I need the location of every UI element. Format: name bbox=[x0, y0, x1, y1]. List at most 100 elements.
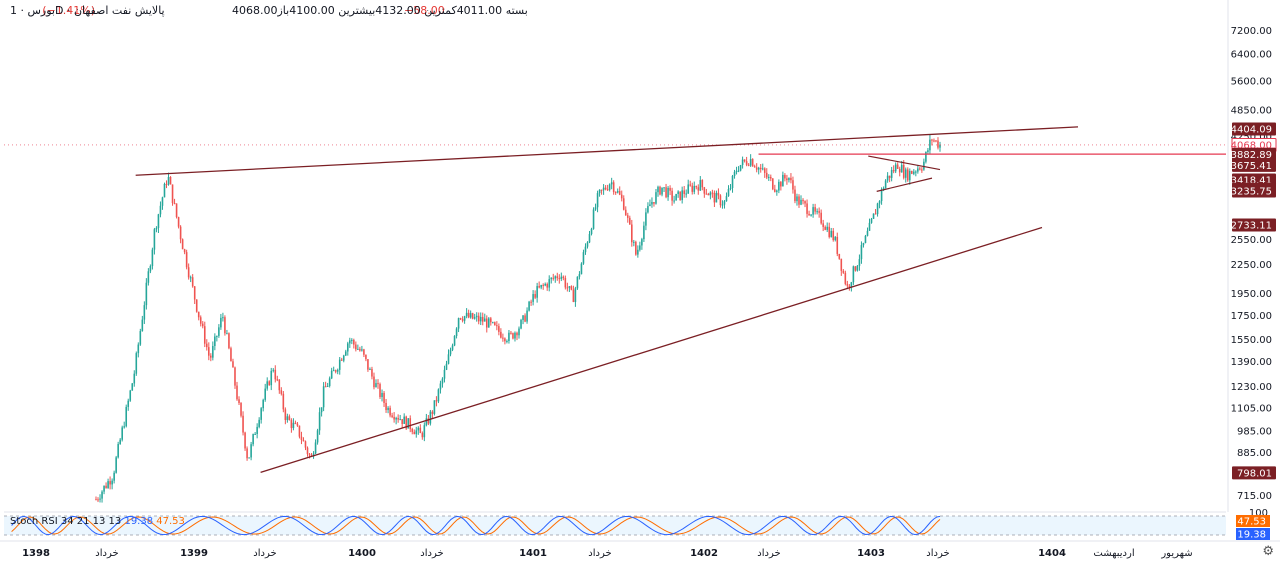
candle-body bbox=[856, 265, 859, 271]
stoch-k-line bbox=[11, 515, 941, 536]
candle-body bbox=[409, 418, 412, 430]
candle-body bbox=[860, 245, 863, 260]
candle-body bbox=[552, 277, 555, 279]
candle-body bbox=[264, 388, 267, 400]
candle-body bbox=[228, 333, 230, 349]
candle-body bbox=[594, 207, 597, 210]
candle-body bbox=[463, 316, 466, 321]
price-level-value: 2733.11 bbox=[1231, 221, 1272, 232]
candle-body bbox=[401, 419, 403, 424]
candle-body bbox=[572, 289, 575, 303]
candle-body bbox=[399, 419, 401, 421]
candle-body bbox=[715, 192, 718, 203]
candle-body bbox=[931, 139, 933, 141]
candle-body bbox=[359, 348, 361, 351]
candle-body bbox=[910, 170, 913, 174]
candle-body bbox=[218, 327, 220, 336]
candle-body bbox=[336, 369, 339, 372]
high-value: 4132.00 bbox=[375, 4, 421, 17]
candle-body bbox=[429, 411, 432, 424]
candle-body bbox=[496, 325, 498, 327]
candle-body bbox=[798, 196, 800, 205]
candle-body bbox=[411, 429, 414, 432]
candle-body bbox=[637, 249, 639, 255]
y-tick-label: 1230.00 bbox=[1231, 382, 1272, 393]
candle-body bbox=[449, 349, 452, 355]
candle-body bbox=[840, 258, 843, 271]
candle-body bbox=[167, 176, 170, 185]
candle-body bbox=[526, 310, 528, 322]
candle-body bbox=[208, 347, 210, 356]
candle-body bbox=[919, 168, 921, 170]
candle-body bbox=[806, 203, 808, 214]
header-symbol[interactable]: بورس · 1D · پالایش نفت اصفهان bbox=[10, 4, 165, 17]
candle-body bbox=[562, 276, 565, 279]
candle-body bbox=[459, 318, 462, 320]
candle-body bbox=[568, 286, 571, 288]
candle-body bbox=[405, 416, 408, 429]
candle-body bbox=[377, 383, 379, 385]
interval[interactable]: 1D bbox=[10, 4, 64, 17]
candle-body bbox=[469, 313, 472, 318]
candle-body bbox=[753, 166, 756, 168]
header-change-pct: (−1.41%) bbox=[42, 4, 95, 17]
candle-body bbox=[492, 322, 494, 324]
candle-body bbox=[403, 416, 405, 424]
candle-body bbox=[588, 234, 591, 243]
candle-body bbox=[697, 187, 700, 191]
candle-body bbox=[147, 271, 150, 283]
candle-body bbox=[876, 203, 879, 215]
candle-body bbox=[612, 182, 615, 193]
candle-body bbox=[389, 407, 391, 416]
candle-body bbox=[600, 189, 603, 191]
candle-body bbox=[848, 285, 851, 288]
candle-body bbox=[373, 376, 375, 388]
settings-gear-icon[interactable]: ⚙ bbox=[1262, 544, 1274, 559]
candle-body bbox=[723, 201, 726, 205]
candle-body bbox=[888, 175, 891, 178]
candle-body bbox=[494, 322, 496, 326]
candle-body bbox=[929, 139, 931, 151]
candle-body bbox=[151, 249, 154, 267]
candle-body bbox=[139, 331, 142, 345]
candle-body bbox=[780, 181, 782, 187]
candle-body bbox=[709, 192, 712, 196]
candle-body bbox=[749, 158, 752, 166]
stoch-d-tag-value: 47.53 bbox=[1237, 517, 1266, 528]
candle-body bbox=[812, 207, 814, 215]
candle-body bbox=[699, 180, 702, 191]
candle-body bbox=[747, 164, 750, 166]
candle-body bbox=[234, 367, 236, 386]
candle-body bbox=[693, 185, 696, 192]
candle-body bbox=[510, 332, 512, 334]
candle-body bbox=[675, 193, 677, 201]
candle-body bbox=[596, 193, 599, 208]
candle-body bbox=[387, 407, 389, 411]
candle-body bbox=[425, 418, 428, 426]
candle-body bbox=[298, 425, 301, 437]
candle-body bbox=[391, 415, 393, 417]
candle-body bbox=[838, 253, 841, 259]
candle-body bbox=[236, 385, 238, 400]
candle-body bbox=[244, 432, 246, 449]
candle-body bbox=[701, 180, 704, 188]
candle-body bbox=[355, 344, 357, 350]
candle-body bbox=[578, 274, 581, 277]
candle-body bbox=[175, 203, 178, 218]
candle-body bbox=[338, 359, 341, 370]
candle-body bbox=[443, 369, 446, 379]
x-tick-label: 1398 bbox=[22, 548, 50, 559]
candle-body bbox=[113, 472, 115, 481]
candle-body bbox=[796, 196, 798, 202]
candle-body bbox=[659, 186, 661, 195]
candle-body bbox=[788, 177, 790, 181]
candle-body bbox=[534, 294, 536, 298]
candle-body bbox=[161, 197, 164, 206]
candle-body bbox=[439, 383, 442, 390]
candle-body bbox=[695, 185, 698, 188]
candle-body bbox=[435, 400, 438, 402]
high-label: بیشترین bbox=[338, 4, 376, 17]
candle-body bbox=[292, 422, 295, 429]
y-tick-label: 1105.00 bbox=[1231, 403, 1272, 414]
